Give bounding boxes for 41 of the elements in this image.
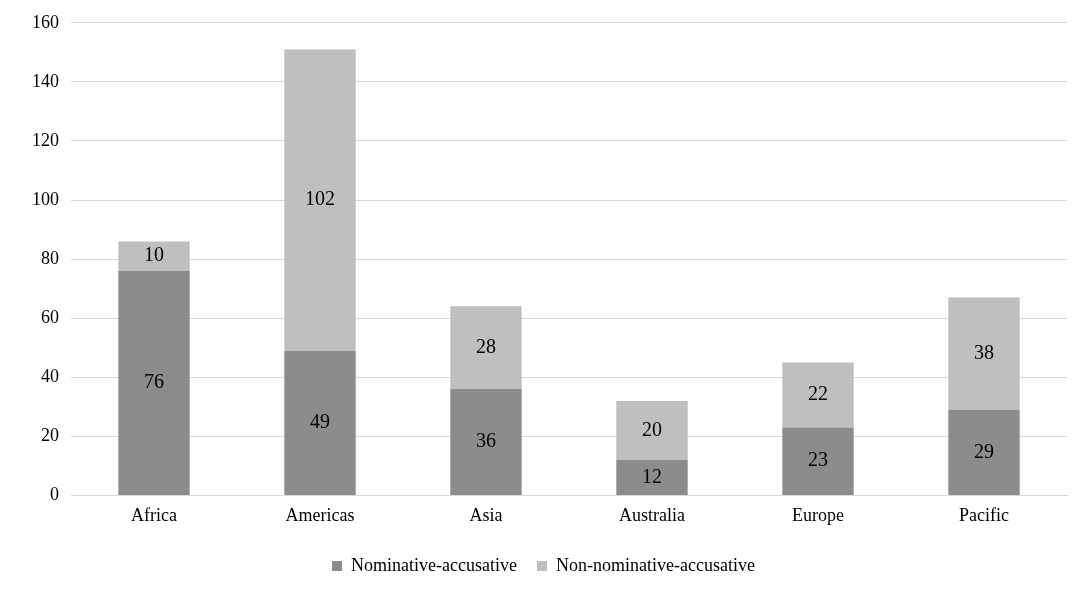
bar: [616, 400, 688, 460]
x-tick-label: Europe: [792, 504, 844, 525]
y-tick-label: 140: [32, 70, 59, 91]
y-tick-label: 100: [32, 188, 59, 209]
y-tick-label: 40: [41, 365, 59, 386]
data-label: 102: [305, 187, 335, 210]
data-label: 49: [310, 410, 330, 433]
y-tick-label: 0: [50, 484, 59, 505]
data-label: 12: [642, 464, 662, 487]
data-label: 36: [476, 429, 496, 452]
legend-label: Nominative-accusative: [351, 554, 518, 575]
bar: [118, 241, 190, 271]
data-label: 23: [808, 448, 828, 471]
bar: [948, 297, 1020, 410]
x-tick-label: Africa: [131, 504, 177, 525]
data-label: 28: [476, 334, 496, 357]
x-tick-label: Americas: [285, 504, 355, 525]
data-label: 29: [974, 439, 994, 462]
data-label: 38: [974, 340, 994, 363]
bar: [118, 270, 190, 495]
bar: [616, 459, 688, 495]
data-label: 22: [808, 382, 828, 405]
data-label: 20: [642, 417, 662, 440]
y-tick-label: 160: [32, 11, 59, 32]
data-label: 10: [144, 243, 164, 266]
bar: [450, 306, 522, 390]
y-tick-label: 20: [41, 425, 59, 446]
legend-label: Non-nominative-accusative: [556, 554, 755, 575]
x-tick-label: Asia: [469, 504, 503, 525]
bar: [782, 362, 854, 428]
y-tick-label: 80: [41, 247, 59, 268]
x-tick-label: Australia: [619, 504, 685, 525]
bar: [450, 389, 522, 495]
bar: [284, 350, 356, 495]
bar: [782, 427, 854, 495]
y-tick-label: 120: [32, 129, 59, 150]
x-tick-label: Pacific: [959, 504, 1009, 525]
y-tick-label: 60: [41, 306, 59, 327]
bar: [284, 49, 356, 351]
bar: [948, 409, 1020, 495]
data-label: 76: [144, 370, 164, 393]
